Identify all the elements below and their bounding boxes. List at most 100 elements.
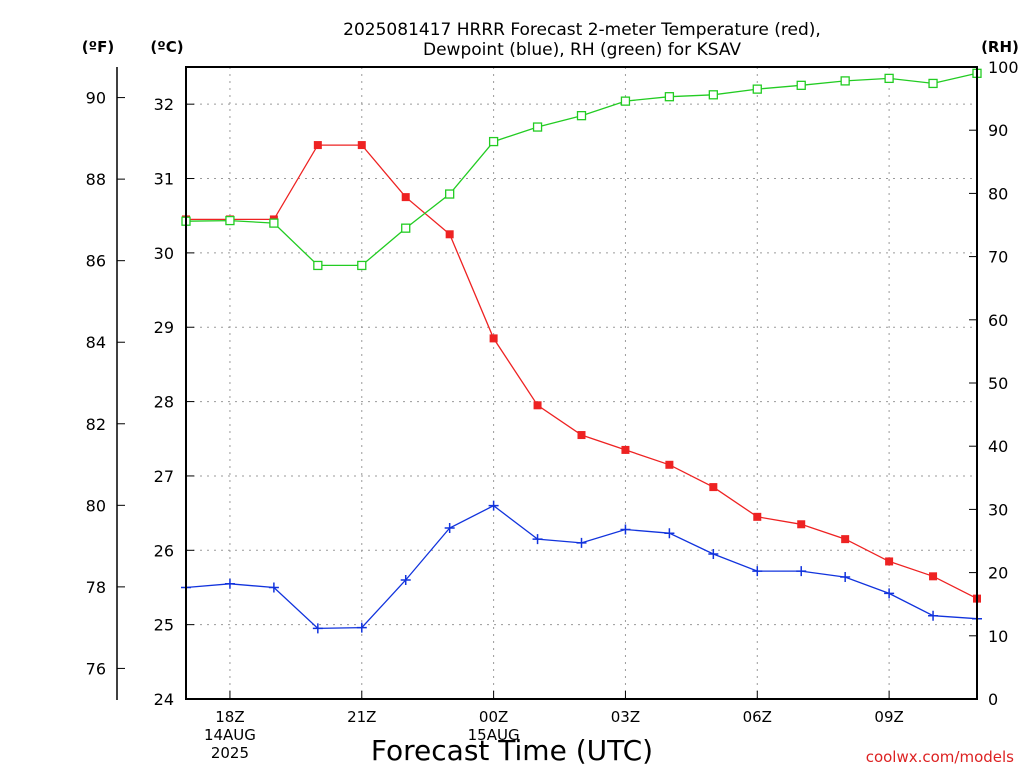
fahrenheit-tick-label: 86 bbox=[86, 252, 106, 271]
watermark: coolwx.com/models bbox=[866, 748, 1014, 766]
temperature-point bbox=[313, 141, 322, 150]
fahrenheit-tick-label: 82 bbox=[86, 415, 106, 434]
rh-line bbox=[185, 72, 978, 267]
grid bbox=[186, 67, 977, 699]
rh-tick-label: 80 bbox=[988, 184, 1008, 203]
rh-tick-label: 20 bbox=[988, 564, 1008, 583]
temperature-point bbox=[929, 572, 938, 581]
fahrenheit-tick-label: 88 bbox=[86, 170, 106, 189]
celsius-tick-label: 25 bbox=[154, 616, 174, 635]
rh-point bbox=[313, 260, 323, 271]
x-tick-label: 18Z bbox=[215, 708, 244, 726]
dewpoint-point bbox=[708, 549, 719, 560]
celsius-tick-label: 24 bbox=[154, 690, 174, 709]
rh-tick-label: 40 bbox=[988, 437, 1008, 456]
x-tick-label: 09Z bbox=[874, 708, 903, 726]
x-tick-label: 2025 bbox=[211, 744, 249, 762]
dewpoint-point bbox=[532, 534, 543, 545]
dewpoint-point bbox=[444, 522, 455, 533]
celsius-tick-label: 27 bbox=[154, 467, 174, 486]
rh-tick-label: 70 bbox=[988, 248, 1008, 267]
rh-tick-label: 30 bbox=[988, 500, 1008, 519]
rh-tick-label: 90 bbox=[988, 121, 1008, 140]
rh-point bbox=[620, 96, 631, 106]
fahrenheit-tick-label: 84 bbox=[86, 333, 106, 352]
celsius-tick-label: 30 bbox=[154, 244, 174, 263]
temperature-point bbox=[709, 483, 718, 492]
rh-point bbox=[576, 111, 587, 121]
temperature-point bbox=[621, 445, 630, 454]
celsius-tick-label: 26 bbox=[154, 541, 174, 560]
celsius-tick-label: 31 bbox=[154, 170, 174, 189]
temperature-point bbox=[797, 520, 806, 529]
series bbox=[181, 68, 982, 634]
rh-point bbox=[884, 73, 894, 84]
rh-point bbox=[225, 215, 235, 226]
celsius-tick-label: 29 bbox=[154, 318, 174, 337]
rh-point bbox=[840, 76, 850, 86]
temperature-point bbox=[841, 535, 850, 544]
dewpoint-point bbox=[356, 622, 367, 633]
celsius-tick-label: 28 bbox=[154, 393, 174, 412]
rh-point bbox=[796, 80, 806, 90]
rh-point bbox=[401, 223, 411, 233]
dewpoint-point bbox=[620, 524, 631, 535]
rh-point bbox=[269, 218, 279, 228]
temperature-point bbox=[401, 193, 410, 202]
dewpoint-point bbox=[488, 500, 499, 511]
x-tick-label: 15AUG bbox=[468, 726, 520, 744]
temperature-point bbox=[753, 512, 762, 521]
fahrenheit-tick-label: 78 bbox=[86, 578, 106, 597]
chart-title-line-2: Dewpoint (blue), RH (green) for KSAV bbox=[423, 40, 741, 60]
rh-point bbox=[445, 189, 455, 199]
temperature-point bbox=[577, 431, 586, 440]
temperature-point bbox=[885, 557, 894, 566]
rh-point bbox=[664, 92, 675, 102]
rh-point bbox=[928, 78, 938, 89]
x-tick-label: 21Z bbox=[347, 708, 376, 726]
dewpoint-point bbox=[224, 578, 235, 589]
temperature-point bbox=[665, 460, 674, 469]
dewpoint-point bbox=[576, 537, 587, 548]
temperature-point bbox=[445, 230, 454, 239]
rh-tick-label: 50 bbox=[988, 374, 1008, 393]
fahrenheit-unit-label: (ºF) bbox=[82, 38, 114, 56]
dewpoint-point bbox=[752, 566, 763, 577]
celsius-tick-label: 32 bbox=[154, 95, 174, 114]
rh-point bbox=[532, 122, 543, 132]
x-axis-title: Forecast Time (UTC) bbox=[371, 734, 653, 767]
plot-frame bbox=[185, 66, 978, 700]
dewpoint-line bbox=[185, 504, 978, 630]
fahrenheit-tick-label: 80 bbox=[86, 496, 106, 515]
dewpoint-point bbox=[928, 610, 939, 621]
x-tick-label: 03Z bbox=[611, 708, 640, 726]
x-tick-label: 06Z bbox=[743, 708, 772, 726]
dewpoint-point bbox=[884, 588, 895, 599]
rh-tick-label: 10 bbox=[988, 627, 1008, 646]
dewpoint-point bbox=[664, 528, 675, 539]
temperature-line bbox=[186, 144, 978, 600]
rh-tick-label: 0 bbox=[988, 690, 998, 709]
dewpoint-point bbox=[796, 566, 807, 577]
chart-title-line-1: 2025081417 HRRR Forecast 2-meter Tempera… bbox=[343, 20, 821, 40]
dewpoint-point bbox=[840, 572, 851, 583]
x-tick-label: 14AUG bbox=[204, 726, 256, 744]
temperature-point bbox=[357, 141, 366, 150]
dewpoint-point bbox=[268, 582, 279, 593]
celsius-unit-label: (ºC) bbox=[150, 38, 183, 56]
rh-point bbox=[357, 260, 367, 271]
dewpoint-point bbox=[400, 575, 411, 586]
temperature-point bbox=[489, 334, 498, 343]
temperature-point bbox=[533, 401, 542, 410]
dewpoint-point bbox=[312, 623, 323, 634]
fahrenheit-tick-label: 90 bbox=[86, 89, 106, 108]
rh-tick-label: 60 bbox=[988, 311, 1008, 330]
rh-tick-label: 100 bbox=[988, 58, 1019, 77]
x-tick-label: 00Z bbox=[479, 708, 508, 726]
fahrenheit-tick-label: 76 bbox=[86, 659, 106, 678]
rh-point bbox=[708, 90, 718, 100]
rh-point bbox=[488, 136, 499, 147]
rh-point bbox=[752, 84, 762, 94]
